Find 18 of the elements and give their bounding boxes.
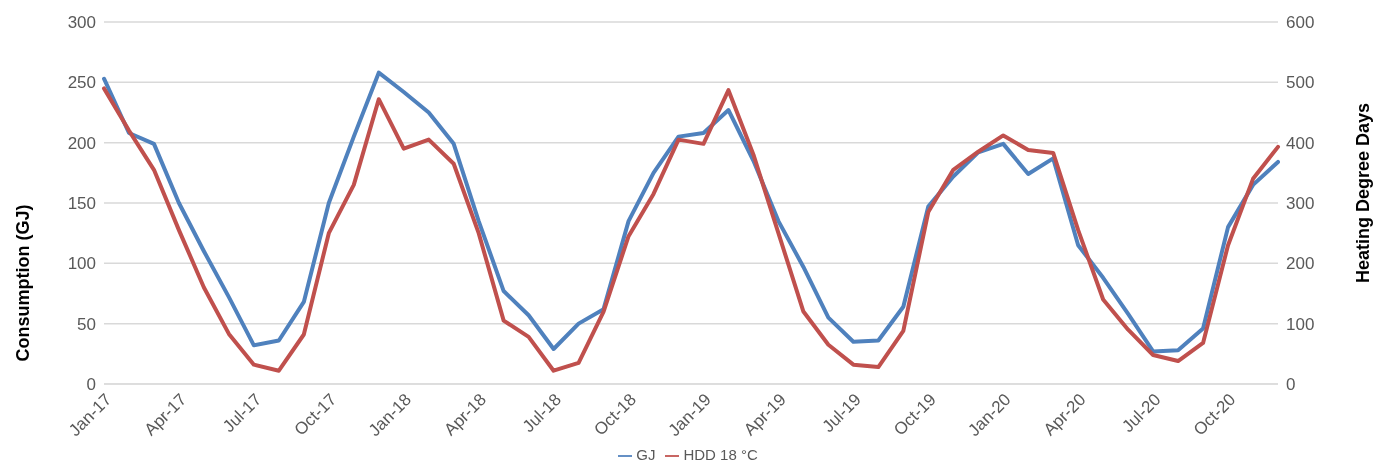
y2-tick-label: 400 — [1286, 133, 1315, 153]
y-tick-label: 300 — [67, 13, 96, 33]
y-tick-label: 250 — [67, 73, 96, 93]
y2-tick-label: 100 — [1286, 314, 1315, 334]
y2-tick-label: 300 — [1286, 194, 1315, 214]
legend-label: GJ — [636, 445, 656, 463]
y-tick-label: 0 — [86, 375, 96, 394]
y-tick-label: 100 — [67, 254, 96, 274]
y2-tick-label: 200 — [1286, 254, 1315, 274]
y2-tick-label: 600 — [1286, 13, 1315, 33]
y-axis-title: Consumption (GJ) — [13, 204, 34, 362]
y2-tick-label: 0 — [1286, 375, 1296, 394]
y-tick-label: 150 — [67, 194, 96, 214]
y-tick-label: 50 — [77, 314, 96, 334]
y2-axis-title: Heating Degree Days — [1353, 102, 1374, 284]
y2-tick-label: 500 — [1286, 73, 1315, 93]
y-tick-label: 200 — [67, 133, 96, 153]
legend-label: HDD 18 °C — [683, 445, 758, 463]
